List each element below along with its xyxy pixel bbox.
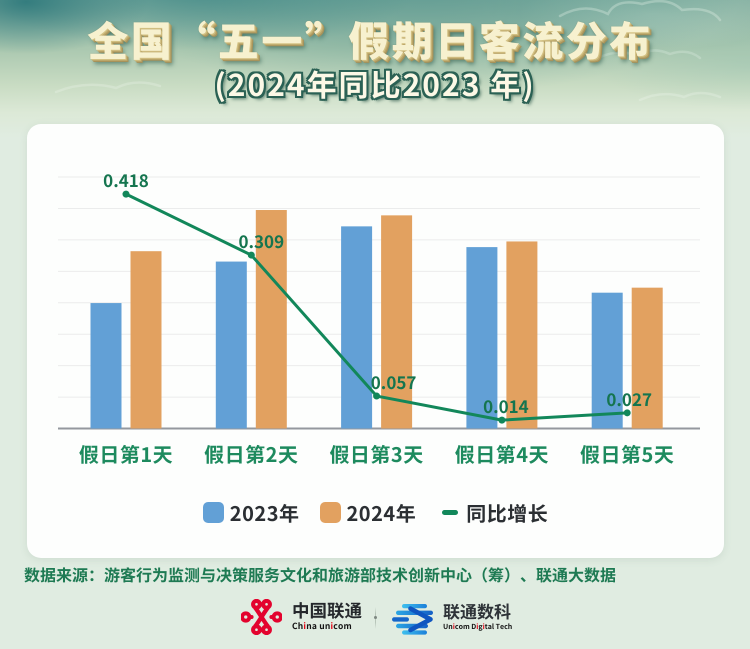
legend-label-2024: 2024年 bbox=[346, 498, 417, 527]
unicom-digital-wordmark: 联通数科 Unicom Digital Tech bbox=[443, 602, 512, 632]
china-unicom-knot-icon bbox=[241, 599, 282, 635]
logo-divider bbox=[374, 607, 377, 629]
category-label-假日第1天: 假日第1天 bbox=[79, 439, 173, 468]
growth-point-假日第5天 bbox=[623, 409, 631, 417]
legend-label-growth: 同比增长 bbox=[466, 498, 549, 527]
bar-2024年-假日第4天 bbox=[506, 241, 538, 429]
growth-label-假日第1天: 0.418 bbox=[103, 167, 149, 192]
growth-label-假日第3天: 0.057 bbox=[371, 369, 417, 394]
legend-swatch-2024 bbox=[319, 502, 341, 523]
bar-2024年-假日第2天 bbox=[255, 210, 287, 429]
category-label-假日第4天: 假日第4天 bbox=[455, 439, 549, 468]
china-unicom-en-text: China unicom bbox=[292, 620, 352, 632]
bar-2024年-假日第5天 bbox=[631, 287, 663, 429]
growth-point-假日第4天 bbox=[498, 416, 506, 424]
growth-point-假日第3天 bbox=[373, 392, 381, 400]
logo-divider-dot bbox=[374, 616, 377, 619]
growth-label-假日第5天: 0.027 bbox=[606, 386, 652, 411]
bar-2023年-假日第3天 bbox=[341, 226, 373, 429]
unicom-digital-en-text: Unicom Digital Tech bbox=[443, 622, 513, 632]
unicom-digital-tech-icon bbox=[392, 604, 433, 635]
category-label-假日第3天: 假日第3天 bbox=[329, 439, 423, 468]
legend-line-marker bbox=[442, 510, 459, 515]
bar-line-chart: 0.418 0.309 0.057 0.014 0.027 假日第1天 假日第2天 假日第3天… bbox=[58, 167, 700, 468]
chart-legend: 2023年 2024年 同比增长 bbox=[27, 502, 724, 523]
legend-label-2023: 2023年 bbox=[229, 498, 300, 527]
brand-logos: 中国联通 China unicom 联通数 bbox=[0, 596, 750, 640]
legend-item-2023: 2023年 bbox=[202, 498, 300, 527]
bar-2023年-假日第2天 bbox=[215, 261, 247, 429]
bar-2023年-假日第5天 bbox=[591, 292, 623, 429]
category-label-假日第5天: 假日第5天 bbox=[580, 439, 674, 468]
bar-series-2024年 bbox=[130, 210, 663, 429]
legend-swatch-2023 bbox=[202, 502, 224, 523]
growth-label-假日第2天: 0.309 bbox=[238, 228, 284, 253]
growth-point-假日第1天 bbox=[122, 190, 130, 198]
bar-2024年-假日第1天 bbox=[130, 251, 162, 429]
header-background bbox=[0, 0, 750, 138]
bar-2023年-假日第1天 bbox=[90, 303, 122, 429]
bar-2023年-假日第4天 bbox=[466, 247, 498, 429]
growth-point-假日第2天 bbox=[247, 251, 255, 259]
cloud-decoration bbox=[54, 0, 722, 102]
chart-card: 0.418 0.309 0.057 0.014 0.027 假日第1天 假日第2天 假日第3天… bbox=[27, 124, 724, 558]
page-title: 全国“五一”假期日客流分布 bbox=[87, 8, 653, 68]
bar-series-2023年 bbox=[90, 226, 623, 429]
legend-item-growth: 同比增长 bbox=[442, 502, 548, 523]
category-label-假日第2天: 假日第2天 bbox=[204, 439, 298, 468]
legend-item-2024: 2024年 bbox=[319, 498, 417, 527]
bar-2024年-假日第3天 bbox=[381, 215, 413, 429]
china-unicom-wordmark: 中国联通 China unicom bbox=[292, 602, 362, 631]
page-subtitle: (2024年同比2023 年) bbox=[214, 61, 536, 105]
growth-label-假日第4天: 0.014 bbox=[483, 393, 529, 418]
unicom-digital-cn-text: 联通数科 bbox=[443, 598, 511, 623]
data-source-note: 数据来源：游客行为监测与决策服务文化和旅游部技术创新中心（筹）、联通大数据 bbox=[24, 562, 617, 586]
china-unicom-cn-text: 中国联通 bbox=[292, 598, 362, 623]
